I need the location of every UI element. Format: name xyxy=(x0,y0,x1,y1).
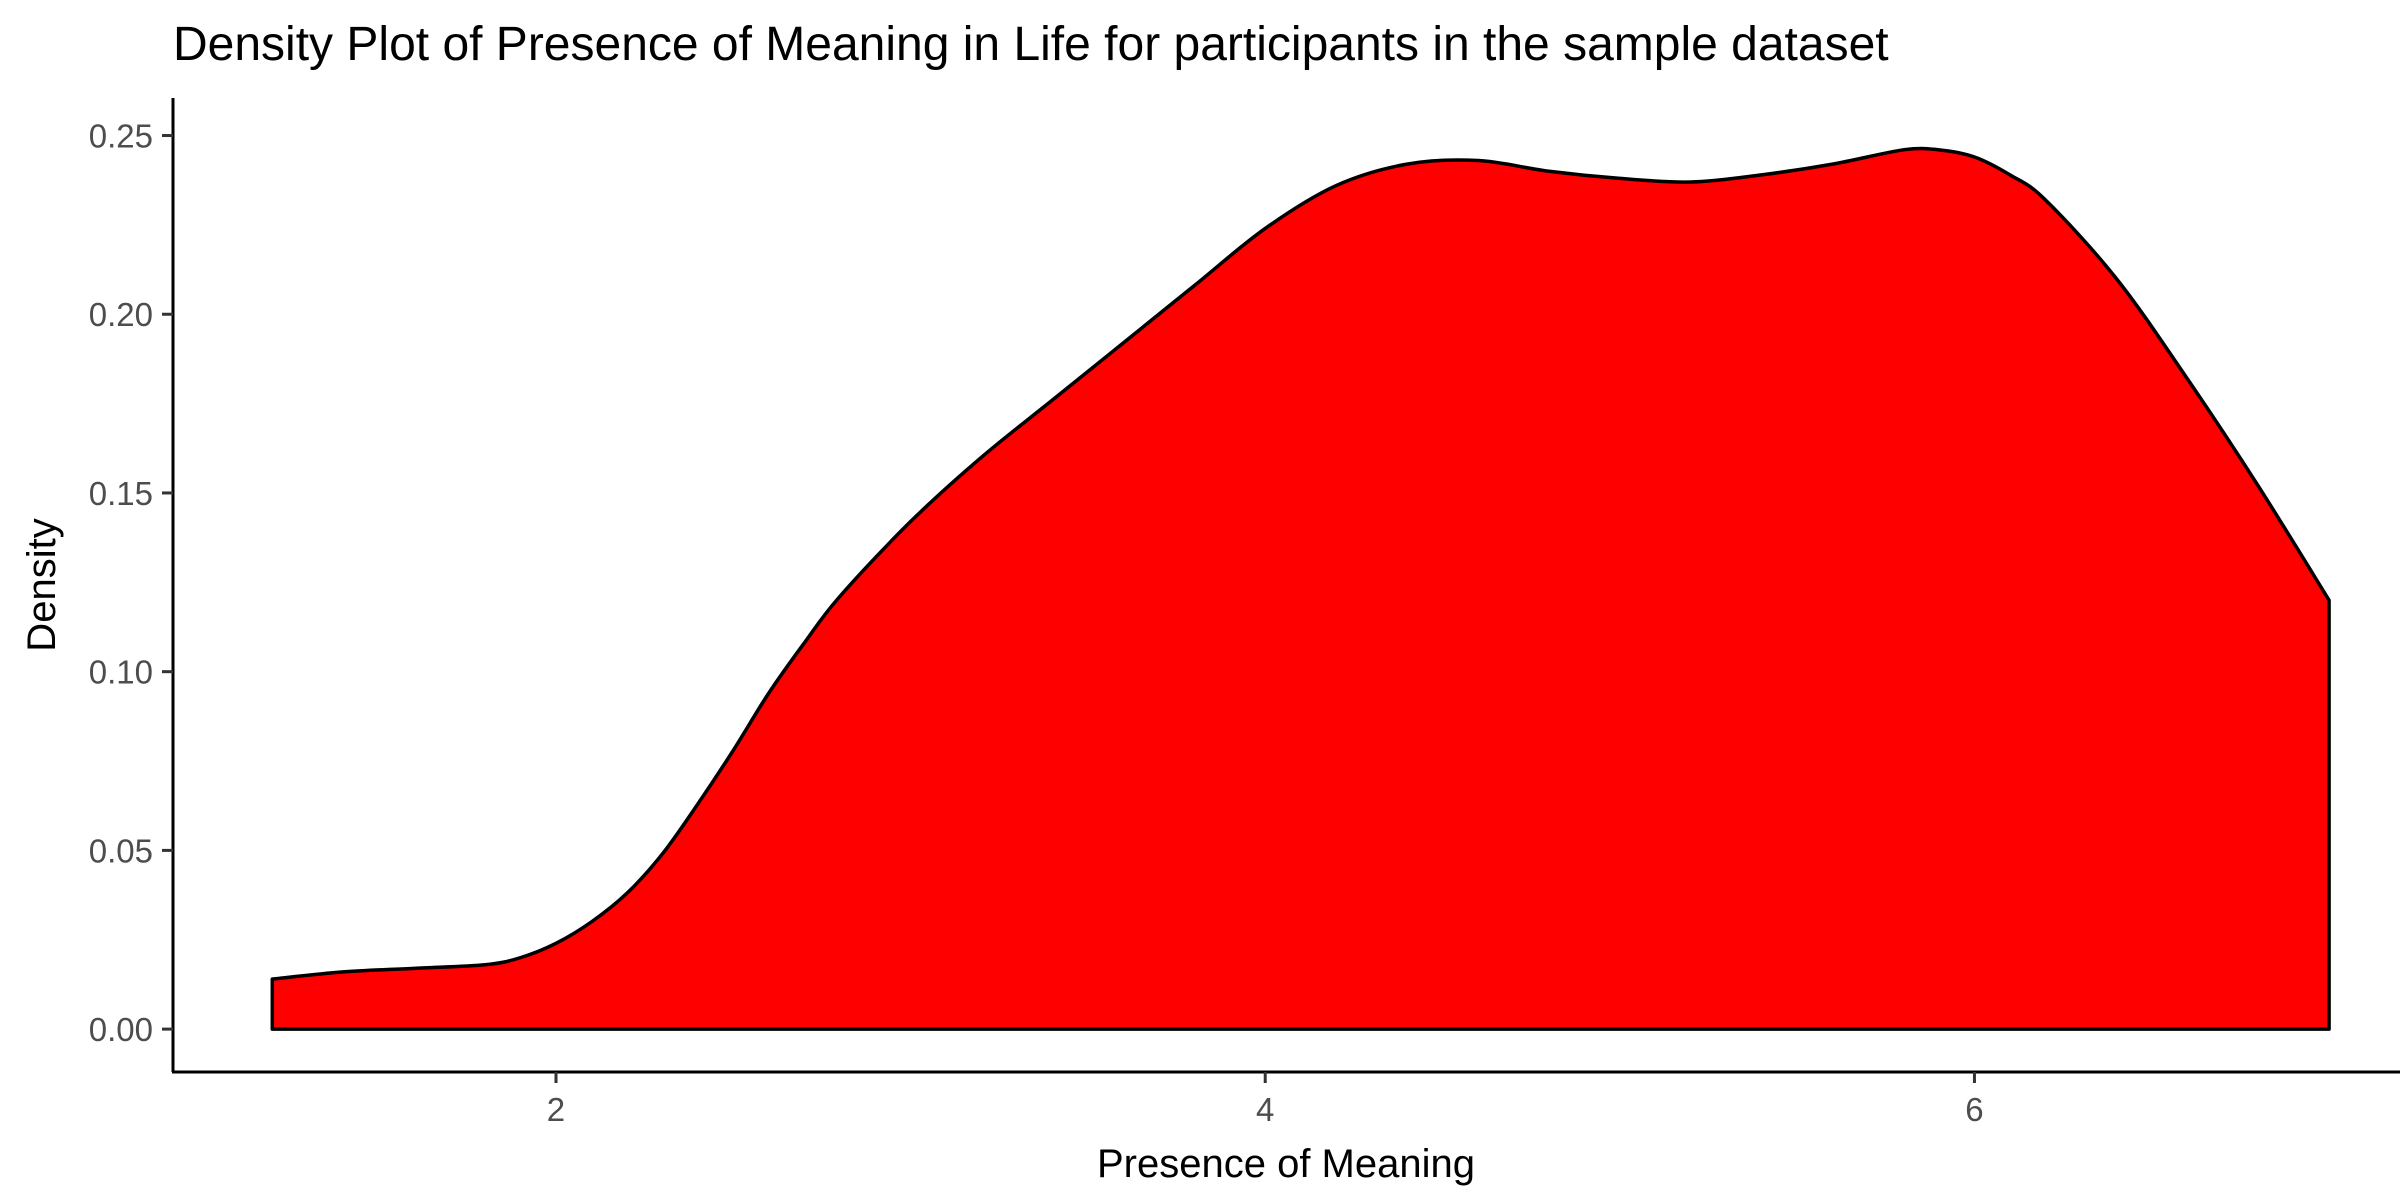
y-tick-label: 0.00 xyxy=(89,1011,153,1048)
y-tick-label: 0.10 xyxy=(89,654,153,691)
y-tick-label: 0.25 xyxy=(89,118,153,155)
x-tick-label: 6 xyxy=(1965,1091,1983,1128)
y-axis-ticks: 0.00 0.05 0.10 0.15 0.20 0.25 xyxy=(89,118,173,1048)
x-axis-ticks: 2 4 6 xyxy=(547,1072,1984,1128)
y-tick-label: 0.20 xyxy=(89,296,153,333)
plot-area xyxy=(270,146,2331,1031)
x-tick-label: 2 xyxy=(547,1091,565,1128)
density-area xyxy=(270,146,2331,1031)
y-tick-label: 0.15 xyxy=(89,475,153,512)
x-tick-label: 4 xyxy=(1256,1091,1274,1128)
chart-title: Density Plot of Presence of Meaning in L… xyxy=(173,18,1889,71)
y-axis-label: Density xyxy=(20,518,64,651)
y-tick-label: 0.05 xyxy=(89,832,153,869)
x-axis-label: Presence of Meaning xyxy=(1097,1142,1475,1186)
